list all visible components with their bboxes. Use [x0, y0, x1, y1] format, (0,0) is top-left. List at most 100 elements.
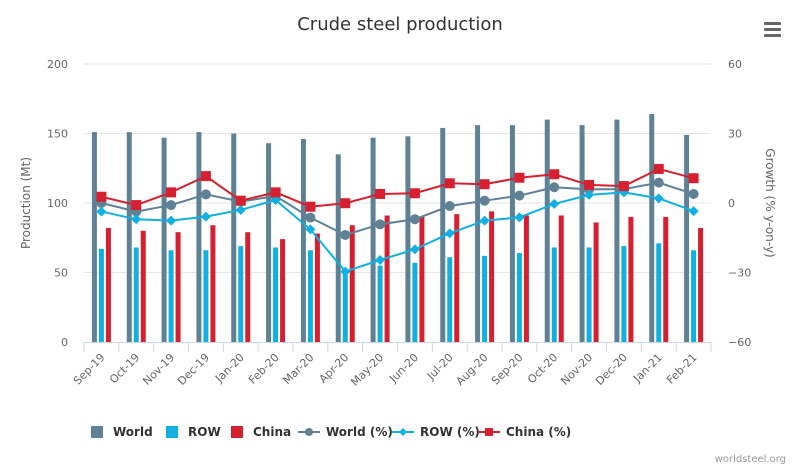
bar-world[interactable] — [649, 114, 655, 342]
bar-china[interactable] — [280, 239, 286, 342]
bar-row[interactable] — [238, 246, 244, 342]
marker-world-growth[interactable] — [549, 182, 560, 193]
marker-china-growth[interactable] — [96, 191, 107, 202]
marker-world-growth[interactable] — [200, 189, 211, 200]
bar-world[interactable] — [475, 125, 481, 342]
marker-china-growth[interactable] — [444, 178, 455, 189]
bar-row[interactable] — [656, 243, 662, 342]
legend-item-china[interactable]: China (%) — [478, 425, 571, 439]
bar-china[interactable] — [523, 215, 529, 342]
bar-row[interactable] — [168, 250, 174, 342]
bar-row[interactable] — [586, 247, 592, 342]
marker-china-growth[interactable] — [131, 200, 142, 211]
marker-china-growth[interactable] — [235, 195, 246, 206]
marker-row-growth[interactable] — [653, 193, 664, 204]
bar-china[interactable] — [210, 225, 216, 342]
marker-world-growth[interactable] — [514, 190, 525, 201]
bar-china[interactable] — [489, 211, 495, 342]
bar-row[interactable] — [203, 250, 209, 342]
marker-china-growth[interactable] — [584, 179, 595, 190]
marker-row-growth[interactable] — [514, 212, 525, 223]
marker-row-growth[interactable] — [409, 244, 420, 255]
bar-china[interactable] — [175, 232, 181, 342]
bar-world[interactable] — [509, 125, 515, 342]
marker-row-growth[interactable] — [375, 254, 386, 265]
bar-row[interactable] — [133, 247, 139, 342]
bar-china[interactable] — [454, 214, 460, 342]
marker-china-growth[interactable] — [514, 172, 525, 183]
bar-china[interactable] — [314, 233, 320, 342]
marker-china-growth[interactable] — [479, 179, 490, 190]
bar-row[interactable] — [307, 250, 313, 342]
marker-row-growth[interactable] — [305, 224, 316, 235]
marker-china-growth[interactable] — [549, 169, 560, 180]
marker-world-growth[interactable] — [444, 201, 455, 212]
bar-world[interactable] — [405, 136, 411, 342]
bar-row[interactable] — [482, 255, 488, 342]
marker-world-growth[interactable] — [340, 229, 351, 240]
bar-world[interactable] — [544, 119, 550, 342]
marker-row-growth[interactable] — [166, 215, 177, 226]
bar-world[interactable] — [579, 125, 585, 342]
marker-world-growth[interactable] — [375, 219, 386, 230]
marker-world-growth[interactable] — [653, 177, 664, 188]
bar-china[interactable] — [663, 216, 669, 342]
marker-world-growth[interactable] — [305, 212, 316, 223]
bar-row[interactable] — [447, 257, 453, 342]
marker-row-growth[interactable] — [340, 266, 351, 277]
bar-row[interactable] — [691, 250, 697, 342]
marker-world-growth[interactable] — [479, 195, 490, 206]
marker-china-growth[interactable] — [409, 188, 420, 199]
bar-row[interactable] — [412, 262, 418, 342]
legend-item-row[interactable]: ROW — [166, 425, 221, 439]
credit-link[interactable]: worldsteel.org — [715, 454, 786, 465]
marker-row-growth[interactable] — [235, 204, 246, 215]
bar-china[interactable] — [593, 222, 599, 342]
chart-menu-button[interactable] — [758, 16, 786, 42]
marker-row-growth[interactable] — [584, 189, 595, 200]
bar-row[interactable] — [273, 247, 279, 342]
marker-row-growth[interactable] — [96, 206, 107, 217]
bar-world[interactable] — [231, 133, 237, 343]
bar-world[interactable] — [196, 132, 202, 342]
bar-china[interactable] — [105, 228, 111, 342]
bar-row[interactable] — [342, 269, 348, 342]
bar-world[interactable] — [126, 132, 132, 342]
marker-world-growth[interactable] — [166, 200, 177, 211]
bar-world[interactable] — [370, 137, 376, 342]
bar-china[interactable] — [628, 216, 634, 342]
bar-row[interactable] — [516, 253, 522, 342]
marker-row-growth[interactable] — [131, 214, 142, 225]
bar-china[interactable] — [384, 215, 390, 342]
marker-row-growth[interactable] — [270, 194, 281, 205]
marker-china-growth[interactable] — [340, 198, 351, 209]
bar-row[interactable] — [621, 246, 627, 342]
legend-item-china[interactable]: China — [231, 425, 291, 439]
marker-china-growth[interactable] — [270, 187, 281, 198]
bar-world[interactable] — [614, 119, 620, 342]
marker-row-growth[interactable] — [200, 211, 211, 222]
bar-china[interactable] — [140, 230, 146, 342]
legend-item-world[interactable]: World (%) — [298, 425, 393, 439]
marker-china-growth[interactable] — [688, 173, 699, 184]
bar-china[interactable] — [245, 232, 251, 342]
bar-row[interactable] — [551, 247, 557, 342]
bar-world[interactable] — [266, 143, 272, 342]
bar-world[interactable] — [440, 127, 446, 342]
marker-world-growth[interactable] — [688, 188, 699, 199]
bar-world[interactable] — [335, 154, 341, 342]
legend-item-row[interactable]: ROW (%) — [392, 425, 480, 439]
legend-item-world[interactable]: World — [91, 425, 153, 439]
bar-china[interactable] — [419, 216, 425, 342]
marker-row-growth[interactable] — [479, 215, 490, 226]
bar-world[interactable] — [684, 134, 690, 342]
bar-china[interactable] — [349, 225, 355, 342]
marker-china-growth[interactable] — [618, 181, 629, 192]
marker-world-growth[interactable] — [409, 214, 420, 225]
bar-china[interactable] — [698, 228, 704, 342]
marker-row-growth[interactable] — [549, 198, 560, 209]
bar-row[interactable] — [98, 248, 104, 342]
bar-row[interactable] — [377, 265, 383, 342]
marker-china-growth[interactable] — [375, 188, 386, 199]
bar-world[interactable] — [161, 137, 167, 342]
